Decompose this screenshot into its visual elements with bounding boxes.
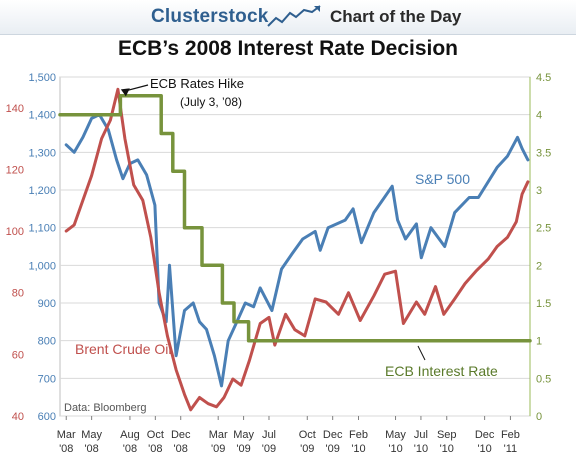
x-tick-month: Jul bbox=[414, 429, 428, 441]
x-tick-year: '09 bbox=[211, 443, 225, 455]
x-tick-year: '09 bbox=[300, 443, 314, 455]
x-tick-year: '10 bbox=[477, 443, 491, 455]
x-tick-year: '10 bbox=[414, 443, 428, 455]
series-line-brent-crude-oil bbox=[64, 87, 530, 412]
x-tick-month: Dec bbox=[171, 429, 191, 441]
x-tick-month: Oct bbox=[147, 429, 164, 441]
rate-tick-label: 0.5 bbox=[536, 373, 551, 385]
oil-tick-label: 100 bbox=[6, 226, 24, 238]
x-tick-year: '08 bbox=[148, 443, 162, 455]
x-tick-year: '08 bbox=[174, 443, 188, 455]
header-bar: Clusterstock Chart of the Day bbox=[0, 0, 576, 35]
x-tick-year: '08 bbox=[123, 443, 137, 455]
x-tick-year: '10 bbox=[388, 443, 402, 455]
rate-tick-label: 2 bbox=[536, 260, 542, 272]
x-tick-month: Sep bbox=[437, 429, 457, 441]
rate-tick-label: 3.5 bbox=[536, 147, 551, 159]
sp500-tick-label: 1,300 bbox=[28, 147, 56, 159]
x-tick-year: '08 bbox=[84, 443, 98, 455]
x-tick-month: Dec bbox=[475, 429, 495, 441]
sp500-tick-label: 900 bbox=[38, 298, 56, 310]
rate-tick-label: 1.5 bbox=[536, 298, 551, 310]
annotation-arrow-head bbox=[120, 88, 130, 97]
sp500-tick-label: 1,000 bbox=[28, 260, 56, 272]
x-tick-year: '09 bbox=[326, 443, 340, 455]
rate-tick-label: 0 bbox=[536, 411, 542, 423]
annotation-rates-hike-date: (July 3, ’08) bbox=[180, 95, 242, 109]
x-tick-month: Feb bbox=[501, 429, 520, 441]
brand-name: Clusterstock bbox=[151, 6, 269, 27]
rate-tick-label: 3 bbox=[536, 185, 542, 197]
x-tick-month: Mar bbox=[209, 429, 228, 441]
axes: 6007008009001,0001,1001,2001,3001,4001,5… bbox=[6, 72, 552, 455]
series-layer bbox=[58, 87, 532, 412]
label-brent-crude-oil: Brent Crude Oil bbox=[75, 341, 171, 357]
x-tick-month: May bbox=[385, 429, 406, 441]
oil-tick-label: 40 bbox=[12, 411, 24, 423]
x-tick-month: May bbox=[81, 429, 102, 441]
source-note: Data: Bloomberg bbox=[64, 402, 147, 414]
rate-tick-label: 4 bbox=[536, 110, 542, 122]
sp500-tick-label: 1,500 bbox=[28, 72, 56, 84]
x-tick-year: '09 bbox=[262, 443, 276, 455]
oil-tick-label: 60 bbox=[12, 349, 24, 361]
oil-tick-label: 120 bbox=[6, 164, 24, 176]
series-line-s-p-500 bbox=[64, 113, 530, 388]
sp500-tick-label: 1,400 bbox=[28, 110, 56, 122]
oil-tick-label: 80 bbox=[12, 288, 24, 300]
x-tick-year: '11 bbox=[504, 443, 518, 455]
rising-chart-icon bbox=[267, 5, 321, 27]
x-tick-year: '09 bbox=[236, 443, 250, 455]
rate-tick-label: 1 bbox=[536, 336, 542, 348]
plot-border bbox=[59, 76, 531, 417]
annotation-rates-hike: ECB Rates Hike bbox=[150, 76, 244, 91]
x-tick-month: May bbox=[233, 429, 254, 441]
label-sp500: S&P 500 bbox=[415, 171, 470, 187]
x-tick-month: Feb bbox=[349, 429, 368, 441]
sp500-tick-label: 1,100 bbox=[28, 223, 56, 235]
x-tick-year: '10 bbox=[440, 443, 454, 455]
x-tick-month: Oct bbox=[299, 429, 316, 441]
annotation-layer: ECB Rates Hike (July 3, ’08) S&P 500 Brent … bbox=[64, 76, 498, 414]
sp500-tick-label: 800 bbox=[38, 336, 56, 348]
x-tick-month: Mar bbox=[57, 429, 76, 441]
tagline: Chart of the Day bbox=[330, 7, 462, 26]
label-ecb-interest-rate: ECB Interest Rate bbox=[385, 363, 498, 379]
rate-tick-label: 2.5 bbox=[536, 223, 551, 235]
label-ecb-leader bbox=[417, 345, 426, 361]
x-tick-month: Jul bbox=[262, 429, 276, 441]
x-tick-year: '08 bbox=[59, 443, 73, 455]
oil-tick-label: 140 bbox=[6, 103, 24, 115]
rate-tick-label: 4.5 bbox=[536, 72, 551, 84]
plot-area bbox=[59, 76, 531, 417]
x-tick-month: Dec bbox=[323, 429, 343, 441]
x-tick-year: '10 bbox=[351, 443, 365, 455]
series-line-ecb-interest-rate bbox=[58, 94, 532, 343]
sp500-tick-label: 700 bbox=[38, 373, 56, 385]
chart-title: ECB’s 2008 Interest Rate Decision bbox=[117, 37, 459, 60]
sp500-tick-label: 600 bbox=[38, 411, 56, 423]
x-tick-month: Aug bbox=[120, 429, 140, 441]
sp500-tick-label: 1,200 bbox=[28, 185, 56, 197]
